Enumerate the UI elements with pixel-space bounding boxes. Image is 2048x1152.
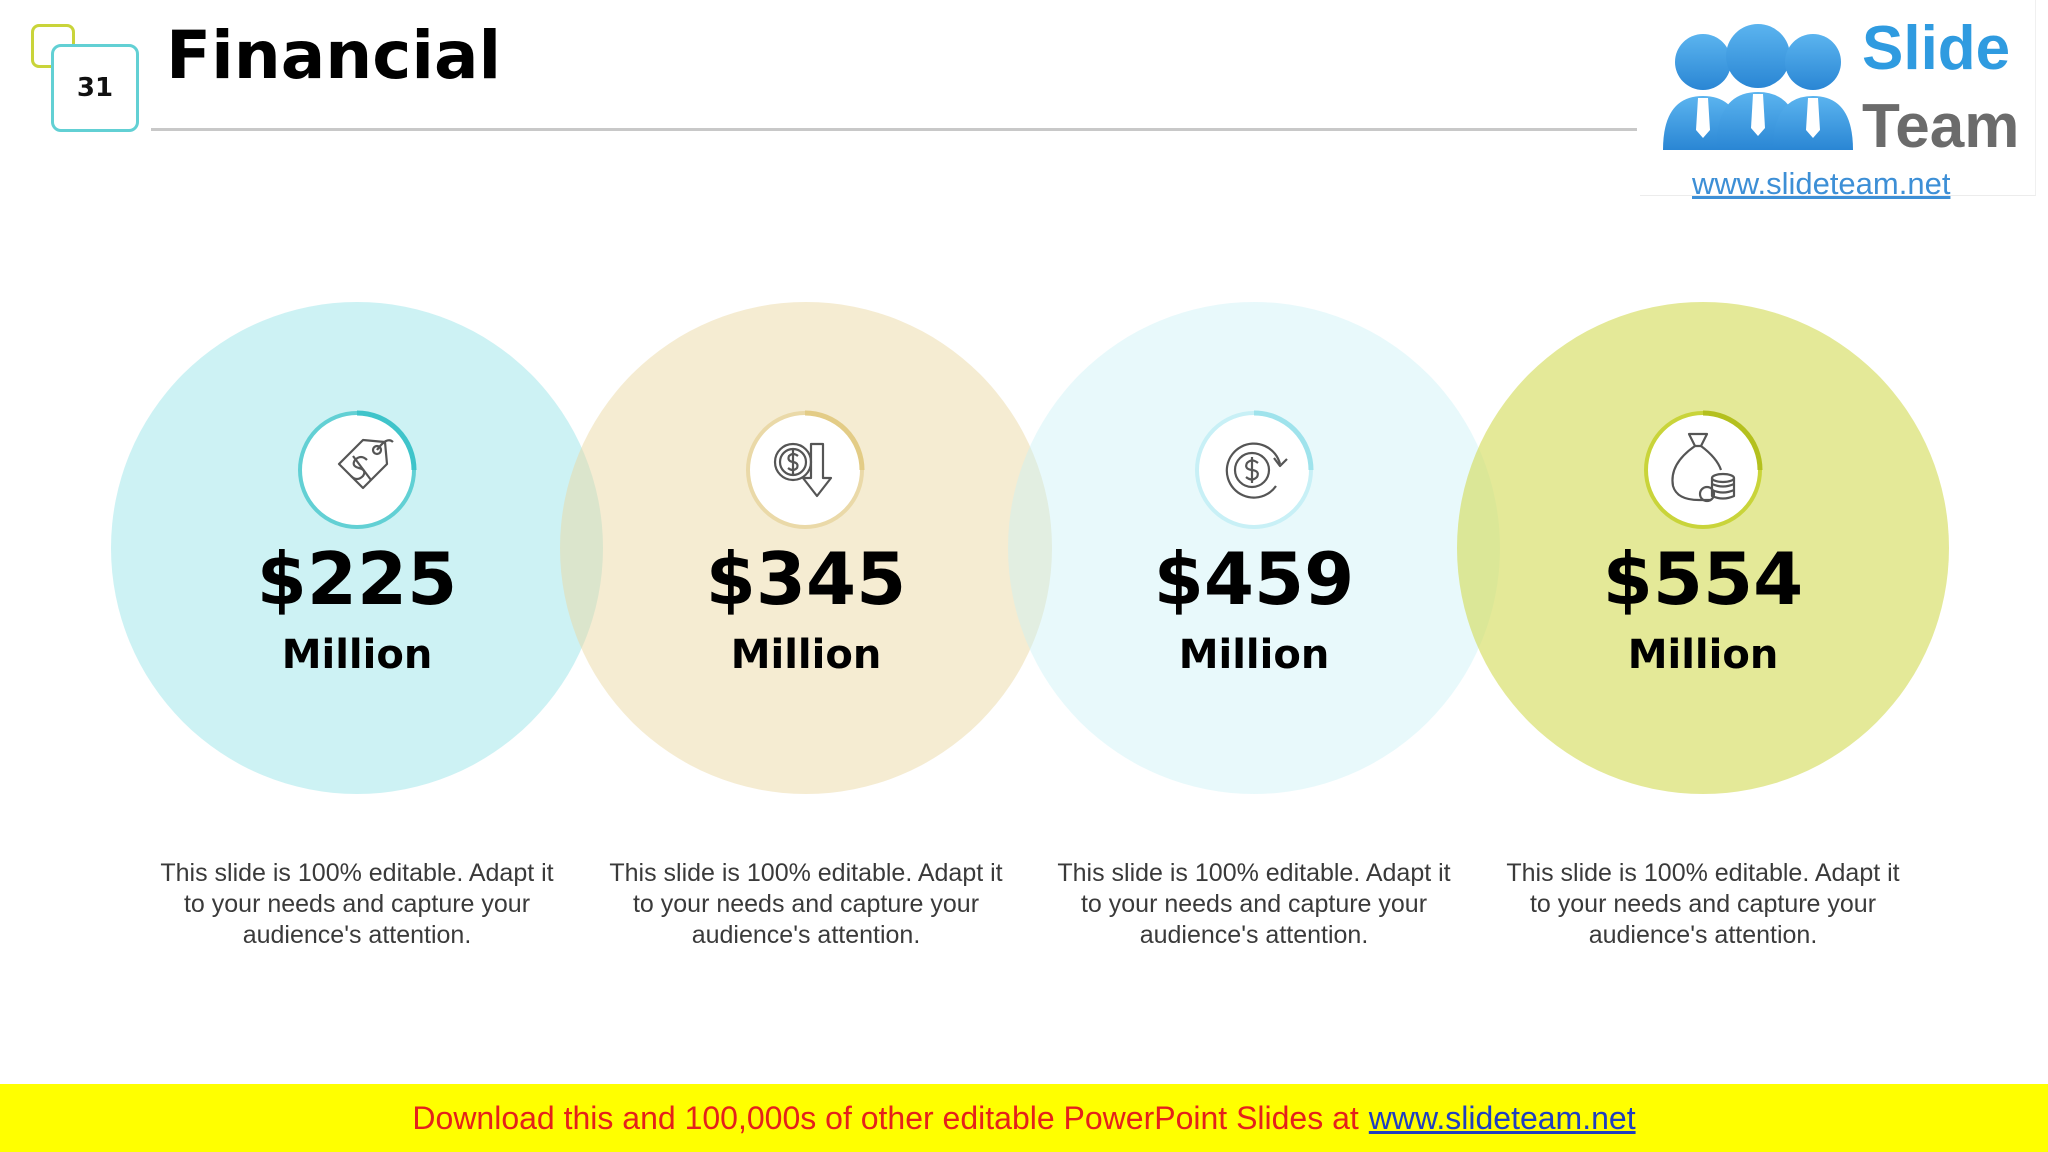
logo-word-team: Team [1862, 92, 2020, 161]
stat-description-3: This slide is 100% editable. Adapt it to… [1057, 859, 1451, 949]
dollar-cycle-icon [1195, 410, 1314, 529]
slideteam-logo: Slide Team www.slideteam.net [1640, 0, 2036, 201]
stat-circle-1 [111, 302, 603, 794]
stat-value-1: $225 [256, 537, 458, 621]
stat-circle-4 [1457, 302, 1949, 794]
stat-circle-3 [1008, 302, 1500, 794]
stat-value-4: $554 [1602, 537, 1804, 621]
stat-circle-2 [560, 302, 1052, 794]
stat-value-3: $459 [1153, 537, 1355, 621]
slide-number: 31 [51, 44, 139, 132]
stat-unit-1: Million [281, 632, 433, 678]
stat-unit-2: Million [730, 632, 882, 678]
coin-down-arrow-icon [746, 410, 865, 529]
logo-url-link[interactable]: www.slideteam.net [1692, 166, 1951, 201]
stat-description-1: This slide is 100% editable. Adapt it to… [160, 859, 554, 949]
download-banner: Download this and 100,000s of other edit… [0, 1084, 2048, 1152]
page-title: Financial [166, 17, 502, 94]
stat-value-2: $345 [705, 537, 907, 621]
stat-unit-3: Million [1178, 632, 1330, 678]
money-bag-coins-icon [1644, 410, 1763, 529]
stat-unit-4: Million [1627, 632, 1779, 678]
stat-description-2: This slide is 100% editable. Adapt it to… [609, 859, 1003, 949]
people-icon [1663, 24, 1853, 150]
title-divider [151, 128, 1637, 131]
download-banner-text: Download this and 100,000s of other edit… [412, 1099, 1359, 1136]
download-banner-link[interactable]: www.slideteam.net [1368, 1099, 1636, 1136]
logo-word-slide: Slide [1862, 14, 2011, 83]
price-tag-dollar-icon [298, 410, 417, 529]
stat-description-4: This slide is 100% editable. Adapt it to… [1506, 859, 1900, 949]
